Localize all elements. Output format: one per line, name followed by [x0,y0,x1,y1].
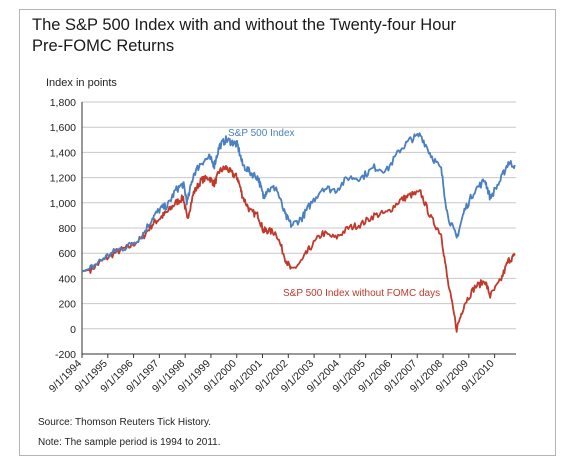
sp500-series-line [81,132,516,273]
source-note: Source: Thomson Reuters Tick History. [38,417,212,428]
y-tick-label: -200 [55,349,76,361]
sample-period-note: Note: The sample period is 1994 to 2011. [38,437,221,448]
y-tick-label: 400 [58,273,76,285]
y-tick-label: 800 [58,223,76,235]
y-axis-unit-label: Index in points [46,77,117,89]
y-tick-label: 1,800 [50,97,76,109]
y-tick-label: 200 [58,299,76,311]
y-tick-label: 1,000 [50,198,76,210]
without-fomc-series-label: S&P 500 Index without FOMC days [283,288,440,299]
y-tick-label: 1,400 [50,147,76,159]
y-tick-label: 600 [58,248,76,260]
chart-title-line2: Pre-FOMC Returns [32,37,175,55]
y-tick-label: 1,200 [50,173,76,185]
chart-title: The S&P 500 Index with and without the T… [32,15,532,57]
chart-frame [19,9,556,456]
y-tick-label: 0 [70,324,76,336]
chart-title-line1: The S&P 500 Index with and without the T… [32,16,457,34]
without-fomc-series-line [81,165,516,333]
sp500-series-label: S&P 500 Index [228,128,295,139]
y-tick-label: 1,600 [50,122,76,134]
